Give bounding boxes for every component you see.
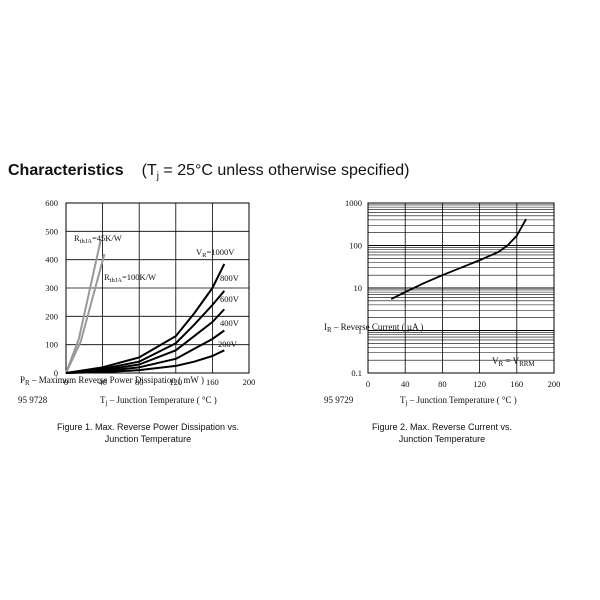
test-condition: (Tj = 25°C unless otherwise specified) — [141, 162, 410, 183]
series-label-5: 400V — [220, 318, 240, 328]
figure-2-caption-line2: Junction Temperature — [399, 434, 485, 444]
series-line-5 — [65, 329, 225, 374]
y-tick-label: 100 — [45, 340, 58, 350]
series-label-0: RthJA=45K/W — [74, 233, 122, 245]
tick-labels: 0 40 80 120 160 200 0.1 1 10 100 1000 — [345, 198, 560, 389]
y-tick-label: 200 — [45, 311, 58, 321]
grid — [367, 203, 555, 374]
figure-1-caption-line2: Junction Temperature — [105, 434, 191, 444]
x-tick-label: 0 — [64, 377, 68, 387]
x-tick-label: 80 — [438, 379, 447, 389]
figure-2-caption-line1: Figure 2. Max. Reverse Current vs. — [372, 422, 512, 432]
figure-2-reverse-current-chart: 0 40 80 120 160 200 0.1 1 10 100 1000 IR – Reverse… — [324, 198, 560, 444]
x-tick-label: 40 — [401, 379, 410, 389]
y-tick-label: 1000 — [345, 198, 362, 208]
series-lines — [390, 218, 527, 300]
x-tick-label: 120 — [473, 379, 486, 389]
y-tick-label: 0 — [54, 368, 58, 378]
x-tick-label: 160 — [510, 379, 523, 389]
x-tick-label: 0 — [366, 379, 370, 389]
section-title: Characteristics — [8, 162, 124, 179]
y-axis-label: PR – Maximum Reverse Power Dissipation (… — [20, 375, 204, 387]
series-label-4: 600V — [220, 294, 240, 304]
x-tick-label: 40 — [98, 377, 107, 387]
y-tick-label: 500 — [45, 226, 58, 236]
y-tick-label: 400 — [45, 255, 58, 265]
reverse-current-line — [390, 218, 527, 300]
x-tick-label: 80 — [135, 377, 144, 387]
series-label-2: VR=1000V — [196, 247, 235, 259]
x-tick-label: 200 — [548, 379, 561, 389]
series-line-1 — [65, 253, 106, 374]
series-label-6: 200V — [218, 339, 238, 349]
figure-1-power-dissipation-chart: 0 40 80 120 160 200 0 100 200 300 400 500 600 RthJA=… — [18, 198, 255, 444]
y-tick-label: 1 — [358, 326, 362, 336]
series-lines — [65, 239, 226, 374]
figure-1-doc-number: 95 9728 — [18, 395, 48, 405]
x-tick-label: 200 — [243, 377, 256, 387]
series-line-4 — [65, 308, 226, 374]
series-line-2 — [65, 263, 226, 374]
y-tick-label: 300 — [45, 283, 58, 293]
x-tick-label: 160 — [206, 377, 219, 387]
series-label-1: RthJA=100K/W — [104, 272, 156, 284]
section-heading: Characteristics (Tj = 25°C unless otherwi… — [8, 162, 410, 182]
x-axis-label: Tj – Junction Temperature ( °C ) — [100, 395, 217, 407]
tick-labels: 0 40 80 120 160 200 0 100 200 300 400 500 600 — [45, 198, 255, 387]
figure-2-doc-number: 95 9729 — [324, 395, 354, 405]
series-line-3 — [65, 290, 226, 374]
x-tick-label: 120 — [169, 377, 182, 387]
series-labels: RthJA=45K/W RthJA=100K/W VR=1000V 800V 600V 4… — [74, 233, 240, 349]
y-tick-label: 10 — [354, 283, 363, 293]
series-label-3: 800V — [220, 273, 240, 283]
series-line-6 — [65, 349, 225, 374]
y-tick-label: 600 — [45, 198, 58, 208]
vr-annotation: VR = VRRM — [492, 356, 535, 368]
y-axis-label: IR – Reverse Current ( µA ) — [324, 322, 423, 334]
x-axis-label: Tj – Junction Temperature ( °C ) — [400, 395, 517, 407]
y-tick-label: 0.1 — [351, 368, 362, 378]
y-tick-label: 100 — [349, 241, 362, 251]
figure-1-caption-line1: Figure 1. Max. Reverse Power Dissipation… — [57, 422, 239, 432]
